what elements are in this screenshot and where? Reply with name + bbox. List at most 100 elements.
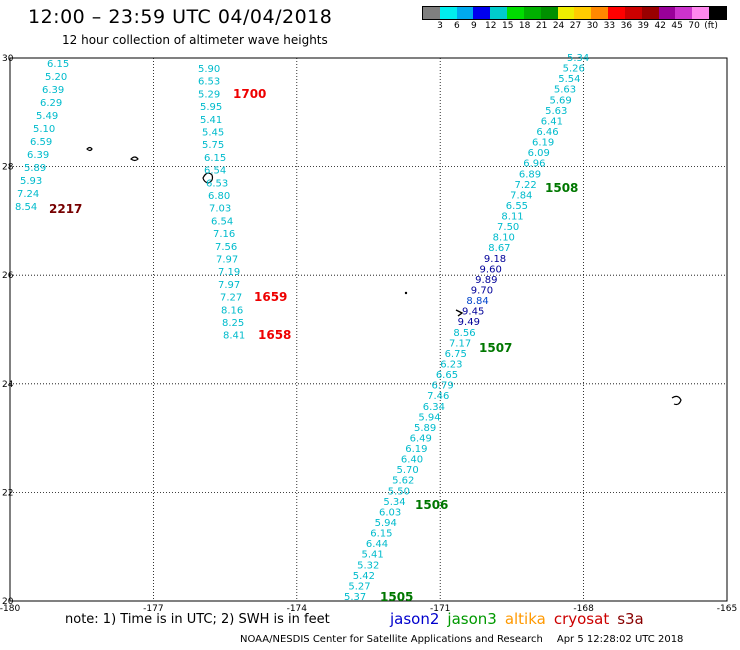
- wave-height-value: 5.63: [545, 106, 567, 117]
- wave-height-value: 7.46: [427, 391, 449, 402]
- credit-line: NOAA/NESDIS Center for Satellite Applica…: [240, 634, 683, 645]
- lon-tick-label: -177: [143, 604, 163, 614]
- islands: [86, 146, 682, 406]
- wave-height-value: 5.20: [45, 72, 67, 83]
- colorbar-label: 30: [586, 21, 599, 31]
- footer-note: note: 1) Time is in UTC; 2) SWH is in fe…: [65, 612, 330, 627]
- wave-height-value: 6.80: [208, 191, 230, 202]
- island-dot: [404, 291, 408, 295]
- wave-height-value: 8.54: [15, 202, 37, 213]
- wave-height-value: 7.19: [218, 267, 240, 278]
- colorbar-label: 45: [671, 21, 683, 31]
- colorbar-label: 33: [603, 21, 616, 31]
- wave-height-value: 6.03: [379, 507, 401, 518]
- wave-height-value: 8.84: [466, 296, 488, 307]
- wave-height-value: 5.63: [554, 85, 576, 96]
- wave-height-value: 6.39: [42, 85, 64, 96]
- time-label: 1508: [545, 181, 578, 195]
- colorbar-label: 21: [535, 21, 548, 31]
- wave-height-value: 7.50: [497, 222, 519, 233]
- page-title: 12:00 – 23:59 UTC 04/04/2018: [28, 6, 333, 28]
- colorbar-cell: [557, 7, 575, 19]
- wave-height-value: 9.70: [471, 286, 493, 297]
- legend-jason3: jason3: [447, 610, 497, 628]
- wave-height-value: 6.65: [436, 370, 458, 381]
- wave-height-value: 5.41: [200, 115, 222, 126]
- colorbar-cell: [692, 7, 710, 19]
- wave-height-value: 9.49: [458, 317, 480, 328]
- island-shape: [86, 146, 93, 152]
- island-shape: [671, 395, 682, 406]
- wave-height-value: 6.15: [204, 153, 226, 164]
- colorbar-label: 42: [654, 21, 666, 31]
- colorbar-cell: [624, 7, 642, 19]
- wave-height-value: 7.03: [209, 204, 231, 215]
- wave-height-value: 9.60: [480, 264, 502, 275]
- wave-height-value: 5.45: [202, 128, 224, 139]
- wave-height-value: 6.39: [27, 150, 49, 161]
- wave-height-value: 6.23: [440, 359, 462, 370]
- time-label: 2217: [49, 202, 82, 216]
- wave-height-value: 5.62: [392, 476, 414, 487]
- colorbar-cell: [540, 7, 558, 19]
- map-frame: [9, 57, 728, 602]
- colorbar-label: 70: [688, 21, 700, 31]
- wave-height-value: 5.94: [418, 412, 440, 423]
- wave-height-value: 6.19: [405, 444, 427, 455]
- wave-height-value: 6.40: [401, 455, 423, 466]
- colorbar-cell: [523, 7, 541, 19]
- wave-height-value: 6.54: [211, 216, 233, 227]
- wave-height-value: 7.16: [213, 229, 235, 240]
- wave-height-value: 5.42: [353, 571, 375, 582]
- lat-tick-label: 22: [2, 488, 13, 498]
- wave-height-value: 6.75: [445, 349, 467, 360]
- legend-s3a: s3a: [617, 610, 644, 628]
- wave-height-value: 8.16: [221, 305, 243, 316]
- wave-height-value: 5.94: [375, 518, 397, 529]
- lon-tick-label: -174: [287, 604, 308, 614]
- colorbar-labels: 3 6 9 12 15 18 21 24 27 30 33 36 39 42 45 70 (ft): [422, 21, 737, 35]
- wave-height-value: 6.46: [536, 127, 558, 138]
- lat-tick-label: 26: [2, 271, 14, 281]
- colorbar-cell: [658, 7, 676, 19]
- wave-height-value: 5.95: [200, 102, 222, 113]
- wave-height-value: 6.55: [506, 201, 528, 212]
- wave-height-value: 7.17: [449, 338, 471, 349]
- legend-cryosat: cryosat: [553, 610, 610, 628]
- wave-height-value: 8.25: [222, 318, 244, 329]
- colorbar-cell: [675, 7, 693, 19]
- wave-height-value: 8.41: [223, 331, 245, 342]
- lat-tick-label: 24: [2, 380, 14, 390]
- wave-height-value: 5.49: [36, 111, 58, 122]
- colorbar-label: 15: [501, 21, 514, 31]
- colorbar-label: 39: [637, 21, 649, 31]
- wave-height-value: 6.29: [40, 98, 62, 109]
- colorbar-cell: [641, 7, 659, 19]
- wave-height-value: 7.84: [510, 190, 532, 201]
- wave-height-value: 6.59: [30, 137, 52, 148]
- wave-height-value: 6.53: [206, 178, 228, 189]
- wave-height-value: 6.15: [370, 529, 392, 540]
- colorbar-label: 18: [518, 21, 531, 31]
- wave-height-value: 5.89: [414, 423, 436, 434]
- wave-height-value: 6.09: [528, 148, 550, 159]
- colorbar-label: 3: [437, 21, 443, 31]
- lat-tick-label: 28: [2, 163, 14, 173]
- wave-height-value: 6.34: [423, 402, 445, 413]
- colorbar-cell: [709, 7, 726, 19]
- lon-tick-label: -165: [717, 604, 737, 614]
- colorbar-cell: [473, 7, 491, 19]
- wave-height-value: 5.90: [198, 64, 220, 75]
- wave-height-value: 7.22: [515, 180, 537, 191]
- time-label: 1506: [415, 498, 448, 512]
- colorbar-cell: [608, 7, 625, 19]
- wave-height-value: 6.54: [204, 166, 226, 177]
- wave-height-value: 5.32: [357, 560, 379, 571]
- wave-height-value: 7.97: [216, 255, 238, 266]
- colorbar-label: 36: [620, 21, 633, 31]
- satellite-legend: jason2 jason3 altika cryosat s3a: [390, 610, 652, 628]
- colorbar-label: 27: [569, 21, 582, 31]
- colorbar-cell: [507, 7, 524, 19]
- colorbar-scale: [422, 6, 727, 20]
- page-subtitle: 12 hour collection of altimeter wave hei…: [62, 33, 328, 47]
